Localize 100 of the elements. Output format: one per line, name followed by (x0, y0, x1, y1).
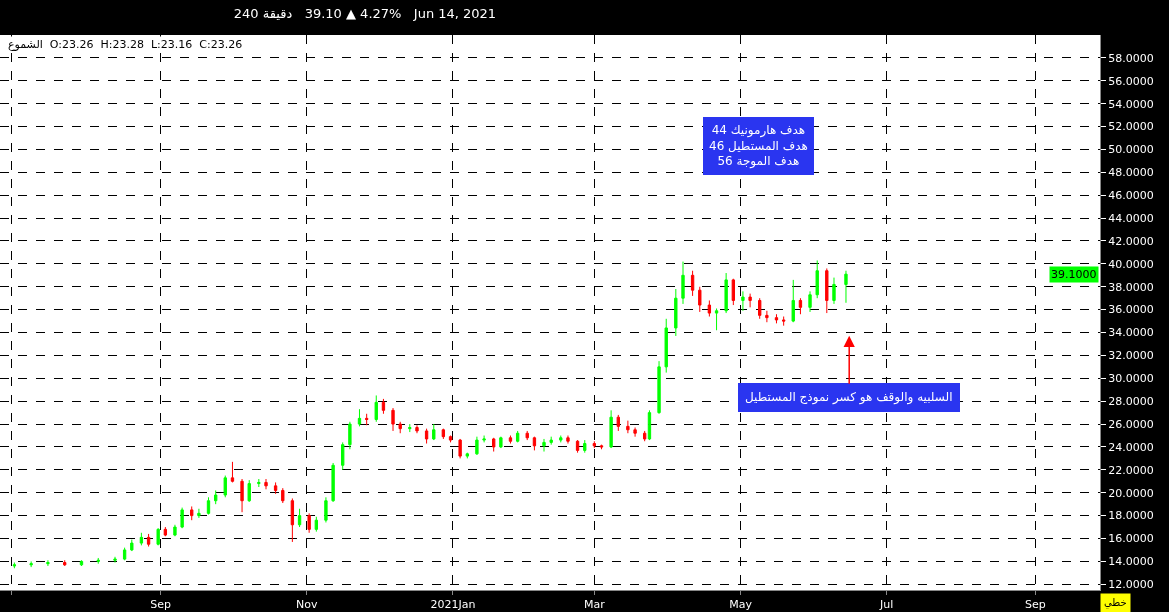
candlestick (180, 507, 184, 529)
candlestick (832, 277, 836, 305)
candlestick (647, 409, 652, 441)
candlestick (448, 435, 453, 443)
candlestick (657, 360, 661, 415)
candlestick (146, 533, 151, 548)
x-tick-label: Nov (296, 598, 318, 612)
y-tick-label: 24.0000 (1108, 440, 1154, 454)
y-tick-label: 22.0000 (1108, 463, 1154, 477)
y-tick-label: 46.0000 (1108, 189, 1154, 203)
candlestick (348, 421, 352, 450)
x-tick-label: Sep (1024, 598, 1046, 612)
candlestick (808, 290, 812, 313)
candlestick (113, 556, 117, 564)
candlestick (163, 526, 168, 537)
candlestick (230, 461, 235, 483)
candlestick (642, 430, 647, 442)
candlestick (156, 527, 160, 546)
candlestick (424, 428, 429, 445)
candlestick (432, 423, 436, 441)
candlestick (825, 267, 829, 314)
candlestick (791, 279, 795, 323)
candlestick (798, 297, 803, 315)
y-tick-label: 28.0000 (1108, 395, 1154, 409)
y-tick-label: 48.0000 (1108, 166, 1154, 180)
candlestick (492, 437, 496, 453)
candlestick (690, 270, 695, 297)
candlestick (566, 435, 570, 445)
candlestick (314, 516, 319, 533)
candlestick (616, 414, 620, 432)
candlestick (458, 438, 462, 459)
y-tick-label: 12.0000 (1108, 578, 1154, 592)
candlestick (173, 524, 177, 537)
candlestick (781, 316, 786, 327)
candlestick (482, 435, 486, 443)
candlestick (391, 407, 395, 432)
candlestick (415, 424, 419, 434)
candlestick (197, 508, 201, 519)
candlestick (681, 261, 685, 305)
annotation: السلبيه والوقف هو كسر نموذج المستطيل (745, 390, 953, 405)
candlestick (96, 557, 100, 565)
candlestick (29, 560, 33, 568)
x-tick-label: Sep (150, 598, 171, 612)
y-tick-label: 52.0000 (1108, 120, 1154, 134)
y-tick-label: 56.0000 (1108, 74, 1154, 88)
candlestick (122, 547, 127, 561)
candlestick (190, 505, 194, 521)
candlestick (214, 489, 218, 505)
candlestick (307, 512, 311, 534)
y-tick-label: 32.0000 (1108, 349, 1154, 363)
y-tick-label: 44.0000 (1108, 211, 1154, 225)
candlestick (408, 423, 412, 433)
candlestick (741, 290, 745, 312)
chart-subtitle: الشموع O:23.26 H:23.28 L:23.16 C:23.26 (8, 38, 243, 51)
candlestick (130, 539, 134, 552)
candlestick (206, 496, 211, 515)
candlestick (714, 307, 719, 331)
candlestick (748, 293, 752, 308)
candlestick (12, 562, 17, 569)
y-tick-label: 54.0000 (1108, 97, 1154, 111)
candlestick (674, 288, 678, 337)
y-tick-label: 14.0000 (1108, 555, 1154, 569)
candlestick (731, 278, 736, 306)
candlestick (724, 272, 728, 314)
candlestick (341, 441, 345, 471)
candlestick (664, 318, 668, 374)
candlestick (583, 439, 587, 454)
candlestick (758, 297, 762, 320)
y-tick-label: 38.0000 (1108, 280, 1154, 294)
candlestick (549, 436, 553, 446)
candlestick (815, 259, 819, 299)
y-tick-label: 40.0000 (1108, 257, 1154, 271)
annotation: 44 هدف هارمونيك 46 هدف المستطيل 56 هدف الموجة (709, 123, 808, 170)
candlestick (626, 420, 630, 434)
y-tick-label: 16.0000 (1108, 532, 1154, 546)
y-tick-label: 34.0000 (1108, 326, 1154, 340)
candlestick (247, 479, 251, 503)
candlestick (381, 398, 386, 415)
candlestick (559, 435, 563, 443)
candlestick (499, 436, 503, 449)
y-tick-label: 18.0000 (1108, 509, 1154, 523)
candlestick (609, 409, 613, 449)
candlestick (223, 475, 227, 498)
candlestick (297, 508, 302, 528)
x-tick-label: Jul (879, 598, 894, 612)
x-tick-label: 2021Jan (430, 598, 476, 612)
y-tick-label: 30.0000 (1108, 372, 1154, 386)
candlestick (264, 478, 268, 490)
candlestick (774, 313, 779, 324)
text: خطي (1104, 597, 1127, 609)
candlestick (575, 439, 580, 454)
candlestick (63, 559, 67, 567)
candlestick (398, 421, 402, 434)
candlestick (465, 452, 469, 459)
candlestick (364, 413, 369, 426)
candlestick (324, 496, 328, 523)
y-tick-label: 58.0000 (1108, 51, 1154, 65)
candlestick (532, 436, 537, 451)
candlestick (508, 435, 513, 445)
annotation: 39.1000 (1051, 268, 1097, 281)
